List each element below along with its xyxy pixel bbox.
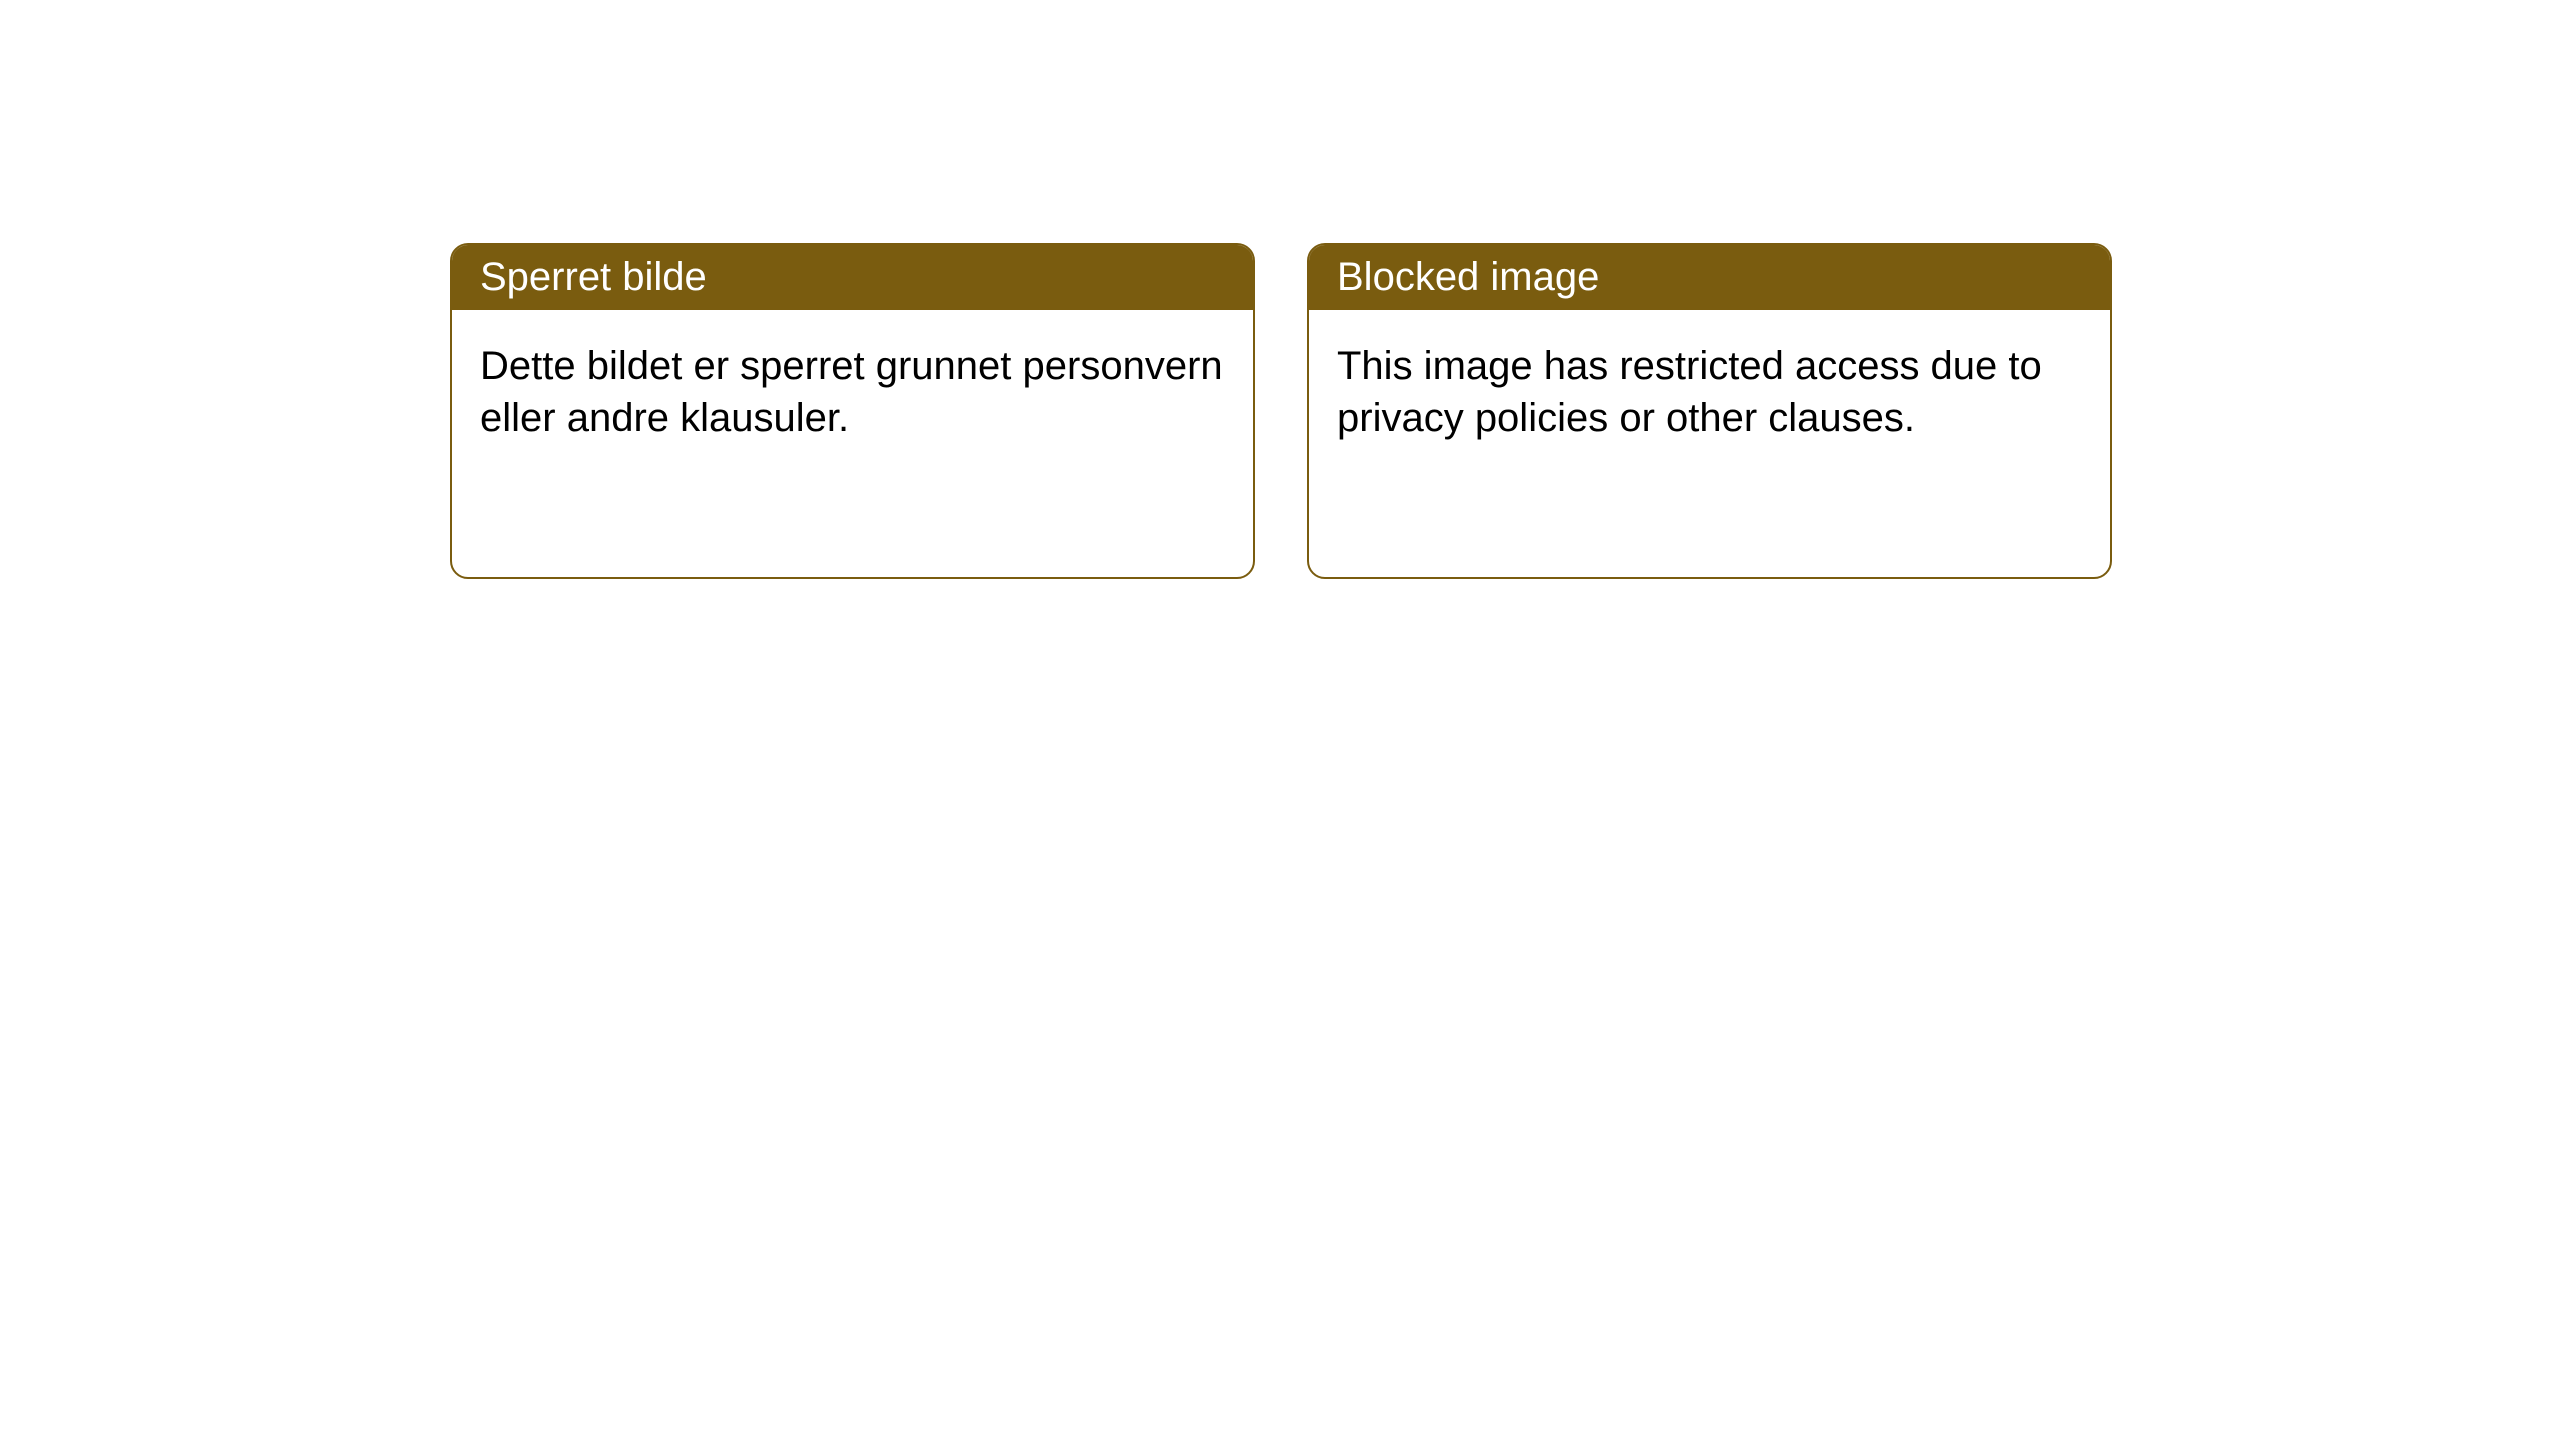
notice-card-norwegian: Sperret bilde Dette bildet er sperret gr… [450,243,1255,579]
notice-header-norwegian: Sperret bilde [452,245,1253,310]
notices-container: Sperret bilde Dette bildet er sperret gr… [450,243,2112,579]
notice-card-english: Blocked image This image has restricted … [1307,243,2112,579]
notice-header-english: Blocked image [1309,245,2110,310]
notice-body-norwegian: Dette bildet er sperret grunnet personve… [452,310,1253,474]
notice-body-english: This image has restricted access due to … [1309,310,2110,474]
